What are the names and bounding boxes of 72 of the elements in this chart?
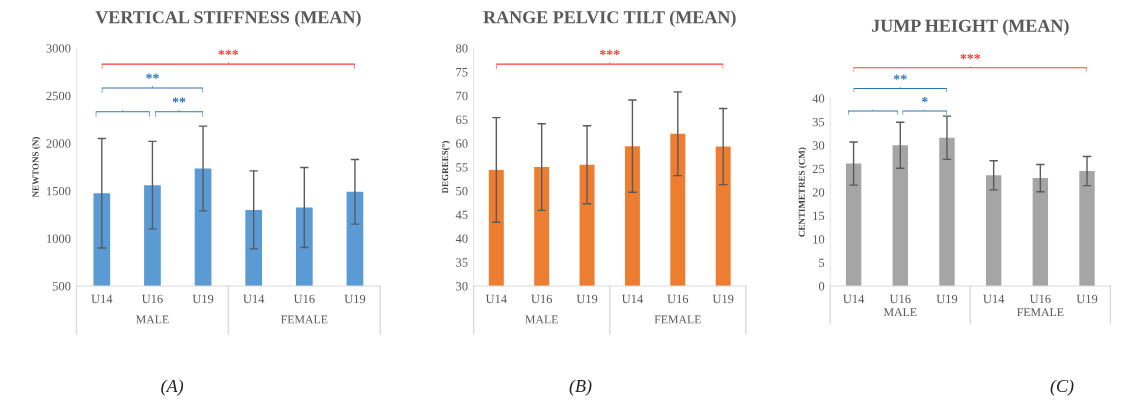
chart-title: VERTICAL STIFFNESS (MEAN) [95, 10, 361, 27]
y-tick-label: 500 [52, 282, 71, 291]
y-tick-label: 35 [812, 117, 825, 127]
x-tick-label: U16 [141, 294, 163, 304]
y-tick-label: 40 [812, 94, 825, 103]
text: MALE [136, 315, 169, 324]
y-tick-label: 35 [456, 258, 468, 267]
x-tick-label: U19 [712, 294, 734, 304]
annotation: ** [172, 97, 186, 103]
y-tick-label: 55 [456, 163, 468, 172]
y-axis-title: CENTIMETRES (CM) [798, 147, 807, 237]
y-tick-label: 1500 [47, 186, 71, 196]
bar [1032, 178, 1049, 287]
x-tick-label: U14 [843, 294, 865, 304]
text: FEMALE [281, 315, 328, 324]
y-tick-label: 45 [455, 210, 468, 220]
y-tick-label: 1000 [47, 234, 71, 243]
x-tick-label: U19 [192, 294, 214, 304]
y-tick-label: 50 [456, 186, 468, 196]
text: (A) [161, 379, 184, 396]
annotation: * [921, 97, 928, 103]
x-tick-label: U19 [936, 294, 958, 304]
text: MALE [883, 308, 917, 317]
x-tick-label: U19 [576, 294, 598, 304]
chart-title: RANGE PELVIC TILT (MEAN) [483, 10, 736, 27]
x-tick-label: U16 [889, 294, 911, 304]
bar [985, 175, 1002, 287]
annotation: *** [218, 49, 239, 56]
y-tick-label: 2000 [46, 139, 71, 148]
y-tick-label: 5 [819, 258, 825, 268]
text: (B) [569, 379, 592, 396]
x-tick-label: U16 [1029, 294, 1051, 304]
y-tick-label: 3000 [46, 44, 71, 53]
text: ** [893, 74, 907, 80]
x-tick-label: U14 [243, 294, 265, 304]
x-tick-label: U16 [293, 294, 315, 304]
chart-title: JUMP HEIGHT (MEAN) [871, 19, 1069, 36]
y-tick-label: 10 [813, 235, 825, 244]
y-tick-label: 75 [456, 68, 468, 77]
x-tick-label: U14 [485, 294, 507, 304]
text: FEMALE [654, 315, 701, 324]
y-tick-label: 30 [812, 141, 825, 150]
y-tick-label: 65 [456, 115, 468, 124]
annotation: *** [599, 49, 620, 56]
text: MALE [525, 315, 558, 324]
y-tick-label: 25 [812, 164, 825, 174]
text: FEMALE [1017, 308, 1064, 317]
x-tick-label: U14 [621, 294, 644, 304]
text: *** [960, 53, 981, 60]
bar [1079, 171, 1095, 287]
x-tick-label: U16 [667, 294, 689, 304]
y-tick-label: 80 [456, 44, 468, 53]
x-tick-label: U14 [91, 294, 113, 304]
y-tick-label: 0 [818, 282, 825, 291]
y-tick-label: 2500 [46, 91, 71, 101]
y-tick-label: 70 [456, 91, 468, 101]
x-tick-label: U14 [983, 294, 1005, 304]
text: (C) [1050, 379, 1074, 396]
y-tick-label: 40 [455, 234, 468, 243]
bar [845, 163, 862, 287]
y-tick-label: 20 [812, 188, 825, 197]
y-tick-label: 15 [813, 211, 825, 221]
annotation: ** [146, 73, 159, 79]
x-tick-label: U19 [1076, 294, 1098, 304]
x-tick-label: U19 [344, 294, 366, 304]
y-tick-label: 60 [456, 139, 468, 148]
y-axis-title: NEWTONS (N) [32, 137, 41, 198]
y-tick-label: 30 [456, 282, 468, 291]
bar [939, 137, 955, 287]
bar [892, 145, 908, 287]
y-axis-title: DEGREES(°) [441, 141, 451, 194]
x-tick-label: U16 [531, 294, 553, 304]
